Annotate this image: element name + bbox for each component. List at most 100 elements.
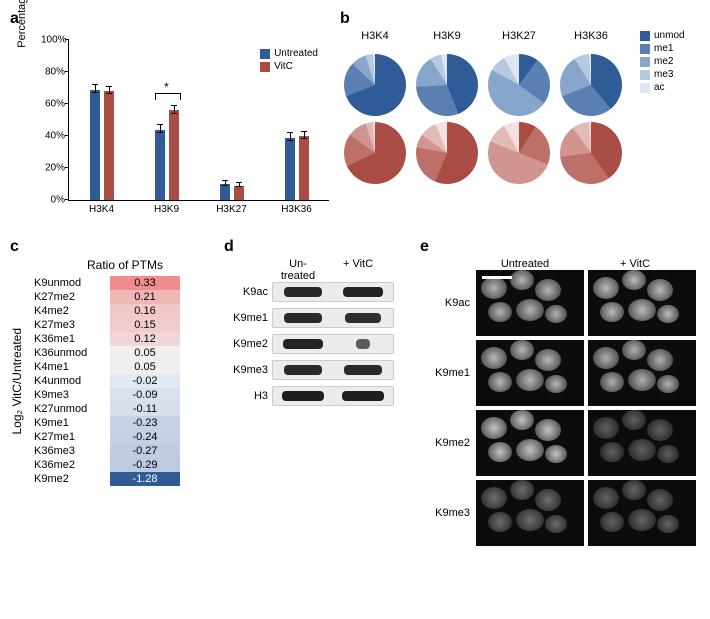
heatmap-row-label: K9me1 (30, 416, 110, 430)
heatmap-row-label: K27me1 (30, 430, 110, 444)
bar-chart-ylabel: Percentage of unmodified peptide (16, 0, 28, 48)
legend-item: Untreated (260, 48, 318, 59)
blot-row: K9me1 (224, 308, 420, 328)
heatmap-title: Ratio of PTMs (30, 258, 220, 272)
heatmap-row-label: K36me2 (30, 458, 110, 472)
panel-d-label: d (224, 238, 420, 256)
heatmap: K9unmod0.33K27me20.21K4me20.16K27me30.15… (30, 276, 180, 486)
heatmap-row-label: K4me2 (30, 304, 110, 318)
heatmap-row-label: K4unmod (30, 374, 110, 388)
pie-column-label: H3K36 (560, 30, 622, 48)
pie-legend-item: me2 (640, 56, 685, 67)
blot-band (343, 287, 383, 297)
heatmap-row-value: 0.05 (110, 346, 180, 360)
if-row-label: K9me1 (420, 367, 476, 379)
if-image (588, 340, 696, 406)
bar-chart-ytick: 100% (41, 35, 65, 46)
if-condition-label: Untreated (470, 258, 580, 270)
heatmap-row-value: 0.16 (110, 304, 180, 318)
if-row-label: K9me3 (420, 507, 476, 519)
bar-chart-ytick: 0% (41, 195, 65, 206)
bar (155, 130, 165, 200)
if-row: K9me2 (420, 410, 710, 476)
heatmap-row-label: K36unmod (30, 346, 110, 360)
panel-e: e Untreated+ VitC K9ac K9me1 K9me2 K9me3 (420, 238, 710, 550)
blot-row-label: K9me3 (224, 364, 272, 376)
pie-column-label: H3K27 (488, 30, 550, 48)
blot-band (282, 391, 324, 401)
bar (285, 138, 295, 200)
if-row: K9me1 (420, 340, 710, 406)
blot-condition-label: Un- treated (268, 258, 328, 282)
blot-band (356, 339, 369, 349)
heatmap-row-value: -0.02 (110, 374, 180, 388)
panel-a-label: a (10, 10, 340, 28)
blot-lane-box (272, 360, 394, 380)
heatmap-row-value: 0.12 (110, 332, 180, 346)
if-image (588, 270, 696, 336)
heatmap-row-value: -0.29 (110, 458, 180, 472)
panel-a: a Percentage of unmodified peptide 0%20%… (10, 10, 340, 230)
pie-legend: unmodme1me2me3ac (640, 30, 685, 95)
bar-chart-xtick: H3K9 (154, 204, 179, 215)
heatmap-row-value: -0.09 (110, 388, 180, 402)
blot-band (284, 313, 321, 323)
blot-row: K9ac (224, 282, 420, 302)
heatmap-row-label: K4me1 (30, 360, 110, 374)
blot-band (344, 365, 381, 375)
blot-band (284, 365, 321, 375)
pie-legend-item: me1 (640, 43, 685, 54)
pie-legend-item: ac (640, 82, 685, 93)
if-image (476, 270, 584, 336)
blot-row-label: K9me1 (224, 312, 272, 324)
heatmap-row-label: K9me3 (30, 388, 110, 402)
pie-chart (560, 122, 622, 184)
if-row-label: K9me2 (420, 437, 476, 449)
bar (299, 136, 309, 200)
if-row-label: K9ac (420, 297, 476, 309)
scalebar (482, 276, 512, 279)
bar-chart-xtick: H3K27 (216, 204, 247, 215)
heatmap-row-value: -0.27 (110, 444, 180, 458)
panel-b: b H3K4H3K9H3K27H3K36 unmodme1me2me3ac (340, 10, 710, 230)
if-row: K9me3 (420, 480, 710, 546)
if-image (476, 340, 584, 406)
heatmap-row-label: K9me2 (30, 472, 110, 486)
blot-row-label: H3 (224, 390, 272, 402)
heatmap-row-label: K9unmod (30, 276, 110, 290)
blot-lane-box (272, 386, 394, 406)
panel-c-label: c (10, 238, 220, 256)
blot-condition-label: + VitC (328, 258, 388, 282)
blot-band (283, 339, 323, 349)
heatmap-row-label: K27me3 (30, 318, 110, 332)
heatmap-row-value: 0.15 (110, 318, 180, 332)
heatmap-row-value: -1.28 (110, 472, 180, 486)
pie-chart (344, 54, 406, 116)
figure: a Percentage of unmodified peptide 0%20%… (10, 10, 700, 550)
heatmap-row-value: 0.33 (110, 276, 180, 290)
if-body: K9ac K9me1 K9me2 K9me3 (420, 270, 710, 546)
if-image (476, 480, 584, 546)
blot-band (342, 391, 384, 401)
if-image (476, 410, 584, 476)
blot-header: Un- treated+ VitC (268, 258, 420, 282)
bar-chart-ytick: 60% (41, 99, 65, 110)
if-image (588, 480, 696, 546)
blot-row-label: K9me2 (224, 338, 272, 350)
bar-chart-xtick: H3K4 (89, 204, 114, 215)
bar-chart-ytick: 40% (41, 131, 65, 142)
panel-e-label: e (420, 238, 710, 256)
heatmap-row-value: -0.11 (110, 402, 180, 416)
legend-item: VitC (260, 61, 318, 72)
heatmap-row-label: K36me1 (30, 332, 110, 346)
bar-chart-xtick: H3K36 (281, 204, 312, 215)
heatmap-row-label: K27unmod (30, 402, 110, 416)
pie-column-label: H3K4 (344, 30, 406, 48)
if-row: K9ac (420, 270, 710, 336)
bar-chart-ytick: 20% (41, 163, 65, 174)
blot-row: K9me2 (224, 334, 420, 354)
pie-chart (560, 54, 622, 116)
if-condition-label: + VitC (580, 258, 690, 270)
pie-chart (416, 122, 478, 184)
blot-lane-box (272, 334, 394, 354)
